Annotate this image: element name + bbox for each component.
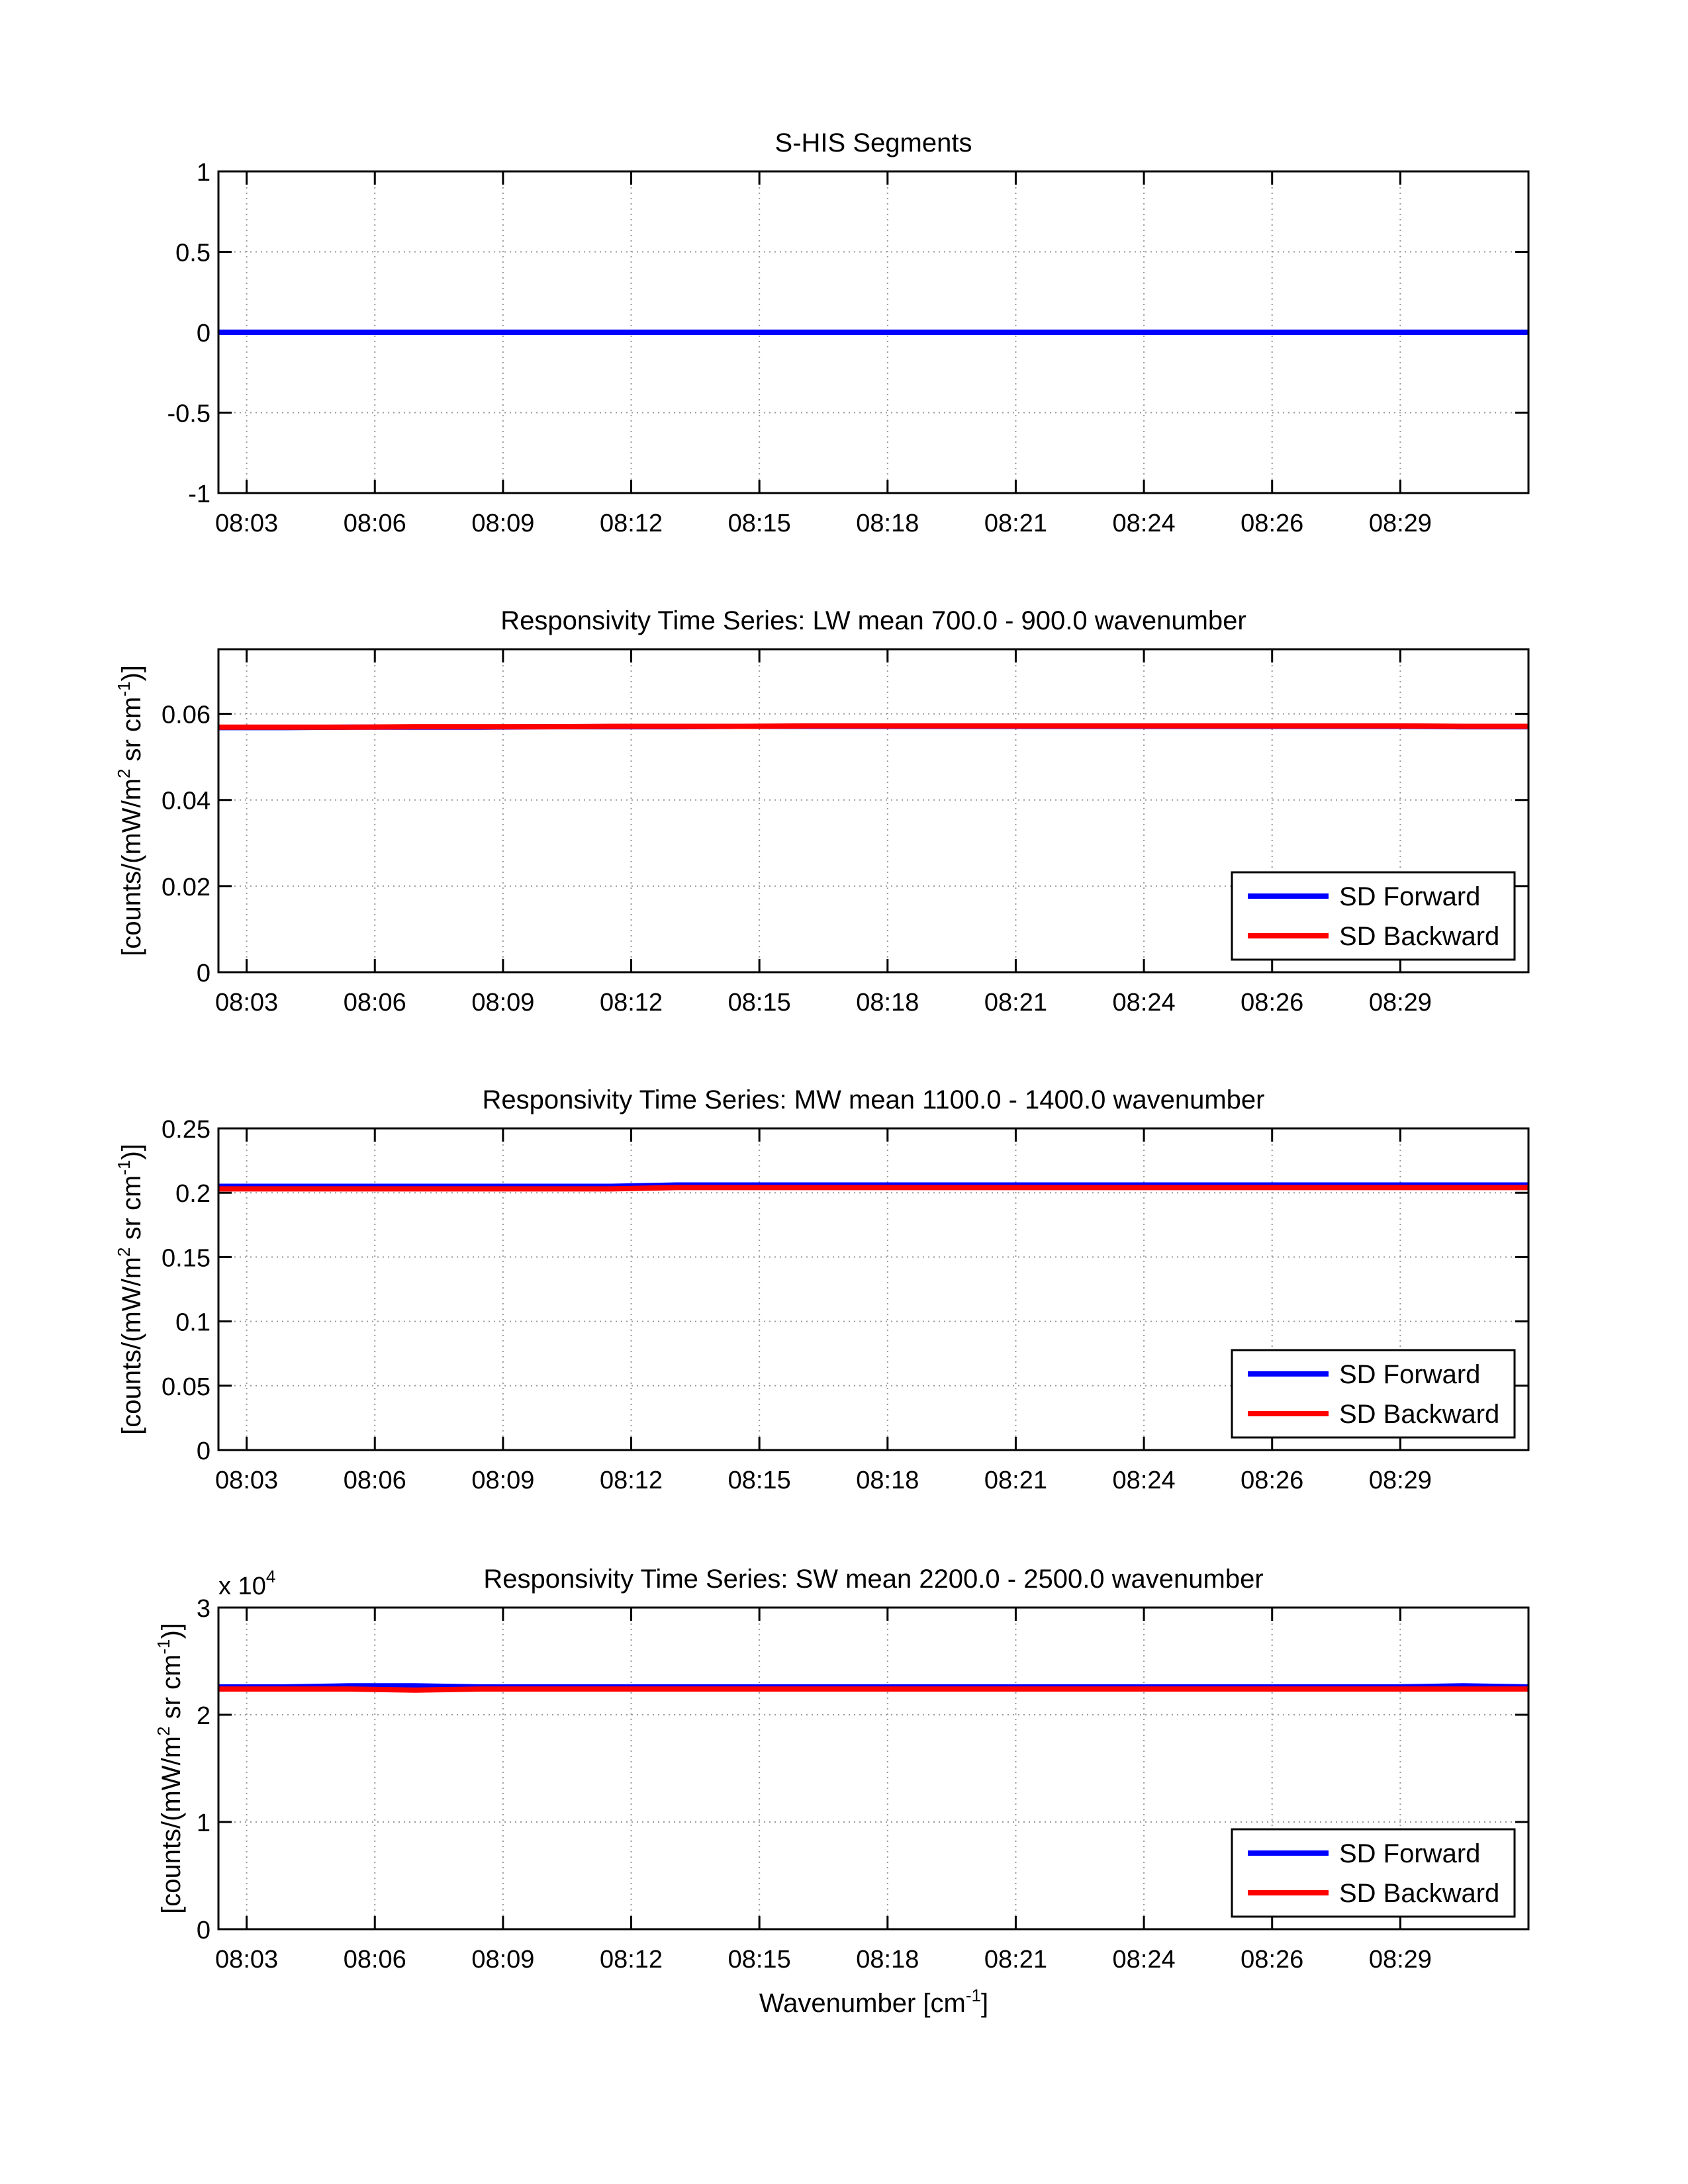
- x-tick-label: 08:26: [1241, 510, 1303, 537]
- y-tick-label: 0.02: [162, 874, 211, 901]
- y-tick-label: 0.5: [175, 240, 211, 267]
- chart-title: Responsivity Time Series: LW mean 700.0 …: [500, 606, 1246, 635]
- y-tick-label: -1: [188, 480, 211, 508]
- y-tick-label: 1: [197, 1809, 211, 1837]
- series-line-sd-backward: [218, 1185, 1528, 1192]
- legend-label-backward: SD Backward: [1339, 1879, 1499, 1908]
- x-tick-label: 08:26: [1241, 989, 1303, 1017]
- legend: SD Forward SD Backward: [1231, 1828, 1516, 1918]
- x-tick-label: 08:09: [471, 510, 534, 537]
- x-tick-label: 08:15: [728, 510, 791, 537]
- x-tick-label: 08:18: [856, 989, 919, 1017]
- legend-box: [1231, 871, 1516, 961]
- x-tick-label: 08:21: [984, 1946, 1047, 1974]
- y-tick-label: 3: [197, 1595, 211, 1623]
- legend-box: [1231, 1828, 1516, 1918]
- y-tick-label: 0.1: [175, 1309, 211, 1337]
- x-tick-label: 08:18: [856, 1946, 919, 1974]
- x-tick-label: 08:18: [856, 1467, 919, 1494]
- y-axis-label: [counts/(mW/m2 sr cm-1)]: [154, 1623, 186, 1914]
- x-tick-label: 08:12: [600, 989, 663, 1017]
- x-tick-label: 08:12: [600, 1946, 663, 1974]
- y-axis-label: [counts/(mW/m2 sr cm-1)]: [114, 665, 146, 956]
- y-tick-label: 2: [197, 1702, 211, 1730]
- legend-box: [1231, 1349, 1516, 1439]
- x-tick-label: 08:03: [215, 989, 278, 1017]
- legend: SD Forward SD Backward: [1231, 871, 1516, 961]
- x-tick-label: 08:03: [215, 1467, 278, 1494]
- y-tick-label: 0: [197, 960, 211, 987]
- x-tick-label: 08:06: [344, 1467, 406, 1494]
- x-tick-label: 08:26: [1241, 1467, 1303, 1494]
- x-tick-label: 08:21: [984, 510, 1047, 537]
- chart-panel-2: 08:03 08:06 08:09 08:12 08:15 08:18 08:21 08:24…: [114, 606, 1530, 1017]
- x-axis-label: Wavenumber [cm-1]: [759, 1985, 988, 2018]
- x-tick-label: 08:15: [728, 1946, 791, 1974]
- x-tick-label: 08:09: [471, 1467, 534, 1494]
- x-tick-label: 08:21: [984, 1467, 1047, 1494]
- y-tick-label: 0: [197, 1437, 211, 1465]
- x-tick-label: 08:03: [215, 510, 278, 537]
- y-tick-label: 0.04: [162, 788, 211, 815]
- x-tick-label: 08:18: [856, 510, 919, 537]
- x-tick-label: 08:24: [1113, 510, 1176, 537]
- chart-panel-1: 08:03 08:06 08:09 08:12 08:15 08:18 08:21 08:24…: [167, 128, 1530, 537]
- x-tick-label: 08:15: [728, 989, 791, 1017]
- x-tick-label: 08:06: [344, 1946, 406, 1974]
- chart-panel-3: 08:03 08:06 08:09 08:12 08:15 08:18 08:21 08:24…: [114, 1085, 1530, 1494]
- x-tick-label: 08:29: [1369, 1467, 1432, 1494]
- legend: SD Forward SD Backward: [1231, 1349, 1516, 1439]
- x-tick-label: 08:12: [600, 510, 663, 537]
- series-line-sd-backward: [218, 1686, 1528, 1693]
- legend-label-backward: SD Backward: [1339, 1400, 1499, 1429]
- y-tick-label: 1: [197, 159, 211, 187]
- y-tick-label: 0.25: [162, 1116, 211, 1144]
- x-tick-label: 08:15: [728, 1467, 791, 1494]
- y-tick-label: -0.5: [167, 400, 211, 428]
- chart-title: Responsivity Time Series: SW mean 2200.0…: [483, 1565, 1263, 1594]
- y-tick-label: 0.05: [162, 1373, 211, 1401]
- x-tick-label: 08:26: [1241, 1946, 1303, 1974]
- y-axis-label: [counts/(mW/m2 sr cm-1)]: [114, 1144, 146, 1435]
- chart-panel-4: 08:03 08:06 08:09 08:12 08:15 08:18 08:21 08:24…: [154, 1565, 1530, 1974]
- axes-frame: [217, 1127, 1530, 1451]
- axes-frame: [217, 1606, 1530, 1931]
- x-tick-label: 08:21: [984, 989, 1047, 1017]
- x-tick-label: 08:09: [471, 989, 534, 1017]
- y-axis-multiplier: x 104: [218, 1567, 275, 1600]
- x-tick-label: 08:12: [600, 1467, 663, 1494]
- x-tick-label: 08:29: [1369, 1946, 1432, 1974]
- legend-label-forward: SD Forward: [1339, 1839, 1480, 1868]
- x-tick-label: 08:29: [1369, 989, 1432, 1017]
- x-tick-label: 08:24: [1113, 1467, 1176, 1494]
- x-tick-label: 08:24: [1113, 1946, 1176, 1974]
- x-tick-label: 08:06: [344, 989, 406, 1017]
- y-tick-label: 0.06: [162, 702, 211, 729]
- axes-frame: [217, 170, 1530, 494]
- chart-title: S-HIS Segments: [775, 128, 972, 158]
- y-tick-label: 0.15: [162, 1244, 211, 1272]
- x-tick-label: 08:06: [344, 510, 406, 537]
- x-tick-label: 08:29: [1369, 510, 1432, 537]
- y-tick-label: 0: [197, 320, 211, 347]
- legend-label-forward: SD Forward: [1339, 882, 1480, 911]
- y-tick-label: 0: [197, 1917, 211, 1944]
- x-tick-label: 08:09: [471, 1946, 534, 1974]
- series-line-sd-backward: [218, 723, 1528, 730]
- y-tick-label: 0.2: [175, 1180, 211, 1208]
- x-tick-label: 08:03: [215, 1946, 278, 1974]
- chart-title: Responsivity Time Series: MW mean 1100.0…: [482, 1085, 1264, 1115]
- legend-label-backward: SD Backward: [1339, 922, 1499, 951]
- axes-frame: [217, 648, 1530, 974]
- legend-label-forward: SD Forward: [1339, 1360, 1480, 1389]
- x-tick-label: 08:24: [1113, 989, 1176, 1017]
